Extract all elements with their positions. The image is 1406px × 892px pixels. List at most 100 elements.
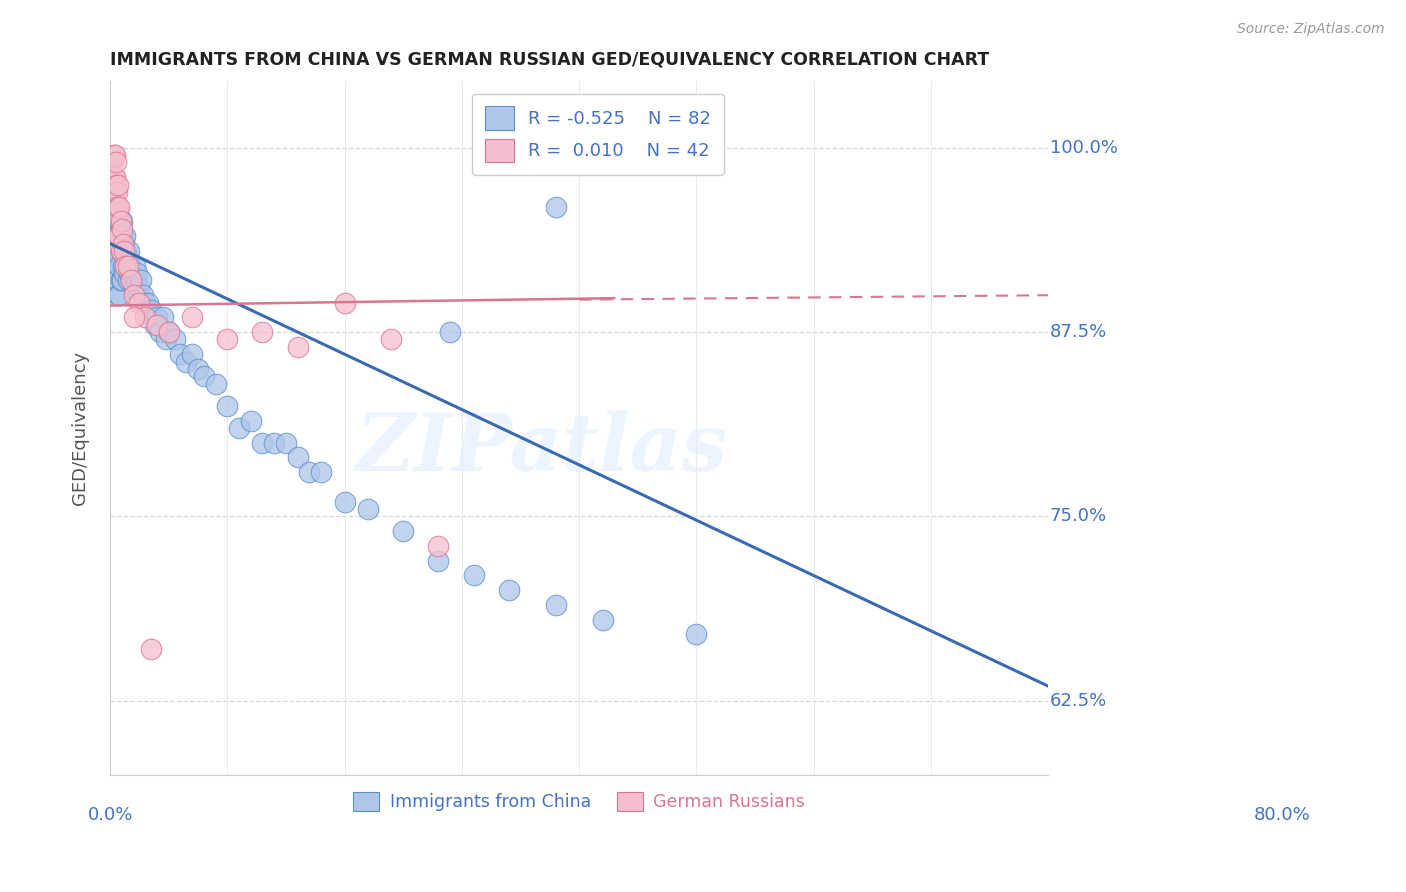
Point bbox=[108, 288, 131, 302]
Point bbox=[112, 244, 135, 258]
Point bbox=[107, 178, 129, 192]
Point bbox=[169, 347, 191, 361]
Point bbox=[111, 273, 134, 287]
Point bbox=[204, 376, 226, 391]
Point bbox=[309, 465, 332, 479]
Point bbox=[104, 200, 127, 214]
Point bbox=[122, 310, 145, 325]
Point bbox=[107, 288, 129, 302]
Point bbox=[274, 435, 297, 450]
Point bbox=[163, 333, 186, 347]
Point bbox=[107, 200, 129, 214]
Point bbox=[105, 236, 128, 251]
Point bbox=[104, 155, 127, 169]
Point bbox=[139, 302, 162, 317]
Point bbox=[125, 273, 148, 287]
Text: 62.5%: 62.5% bbox=[1050, 692, 1107, 710]
Point bbox=[287, 340, 309, 354]
Point bbox=[108, 229, 131, 244]
Point bbox=[136, 295, 159, 310]
Point bbox=[427, 554, 450, 568]
Point bbox=[121, 266, 143, 280]
Point bbox=[107, 207, 129, 221]
Point bbox=[110, 222, 132, 236]
Point bbox=[118, 259, 141, 273]
Point bbox=[118, 244, 141, 258]
Point bbox=[104, 229, 127, 244]
Point bbox=[134, 295, 156, 310]
Point bbox=[152, 310, 174, 325]
Point bbox=[118, 266, 141, 280]
Point bbox=[110, 244, 132, 258]
Point bbox=[685, 627, 707, 641]
Point bbox=[111, 259, 134, 273]
Point bbox=[129, 273, 152, 287]
Point bbox=[357, 502, 380, 516]
Point bbox=[108, 259, 131, 273]
Point bbox=[117, 252, 139, 266]
Point bbox=[124, 259, 146, 273]
Point bbox=[174, 354, 197, 368]
Point bbox=[108, 236, 131, 251]
Point bbox=[101, 155, 124, 169]
Point bbox=[110, 273, 132, 287]
Point bbox=[128, 281, 150, 295]
Point bbox=[103, 148, 125, 162]
Point bbox=[103, 259, 125, 273]
Point bbox=[143, 318, 166, 332]
Point bbox=[104, 170, 127, 185]
Point bbox=[544, 598, 567, 612]
Point bbox=[111, 214, 134, 228]
Point bbox=[104, 273, 127, 287]
Point bbox=[193, 369, 215, 384]
Point bbox=[155, 333, 177, 347]
Point bbox=[187, 362, 209, 376]
Point bbox=[105, 273, 128, 287]
Point bbox=[104, 229, 127, 244]
Point bbox=[104, 178, 127, 192]
Point bbox=[104, 200, 127, 214]
Point bbox=[105, 185, 128, 199]
Point bbox=[111, 244, 134, 258]
Point bbox=[125, 266, 148, 280]
Text: IMMIGRANTS FROM CHINA VS GERMAN RUSSIAN GED/EQUIVALENCY CORRELATION CHART: IMMIGRANTS FROM CHINA VS GERMAN RUSSIAN … bbox=[110, 51, 990, 69]
Point bbox=[181, 310, 204, 325]
Point bbox=[217, 399, 239, 413]
Point bbox=[112, 266, 135, 280]
Point bbox=[105, 214, 128, 228]
Point bbox=[104, 266, 127, 280]
Point bbox=[287, 450, 309, 465]
Point bbox=[108, 214, 131, 228]
Point bbox=[228, 421, 250, 435]
Text: Source: ZipAtlas.com: Source: ZipAtlas.com bbox=[1237, 22, 1385, 37]
Point bbox=[263, 435, 285, 450]
Point bbox=[298, 465, 321, 479]
Point bbox=[463, 568, 485, 582]
Point bbox=[181, 347, 204, 361]
Point bbox=[139, 642, 162, 657]
Point bbox=[333, 295, 356, 310]
Point bbox=[114, 229, 136, 244]
Point bbox=[427, 539, 450, 553]
Point bbox=[120, 273, 142, 287]
Point bbox=[110, 244, 132, 258]
Text: 80.0%: 80.0% bbox=[1254, 805, 1310, 824]
Legend: Immigrants from China, German Russians: Immigrants from China, German Russians bbox=[346, 785, 813, 818]
Text: ZIPatlas: ZIPatlas bbox=[356, 410, 727, 488]
Point bbox=[107, 252, 129, 266]
Point bbox=[104, 200, 127, 214]
Point bbox=[149, 325, 172, 339]
Point bbox=[105, 244, 128, 258]
Point bbox=[107, 229, 129, 244]
Point bbox=[498, 583, 520, 598]
Point bbox=[104, 236, 127, 251]
Point bbox=[101, 178, 124, 192]
Point bbox=[111, 229, 134, 244]
Point bbox=[239, 414, 262, 428]
Point bbox=[111, 236, 134, 251]
Point bbox=[117, 259, 139, 273]
Point bbox=[103, 192, 125, 206]
Point bbox=[111, 222, 134, 236]
Point bbox=[107, 229, 129, 244]
Point bbox=[128, 295, 150, 310]
